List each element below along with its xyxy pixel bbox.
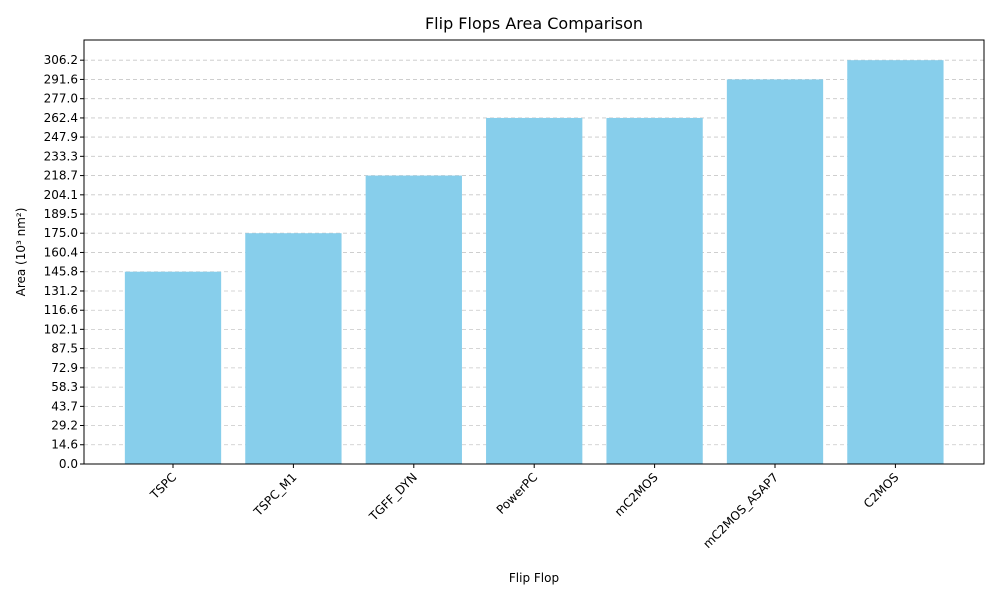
bar-c2mos bbox=[847, 60, 944, 464]
y-tick-label: 116.6 bbox=[44, 303, 78, 317]
y-axis-ticks: 0.0 14.6 29.2 43.7 58.3 72.9 87.5 102.1 116.6 131… bbox=[44, 53, 84, 471]
bar-tgff-dyn bbox=[365, 175, 462, 464]
x-tick-label: mC2MOS_ASAP7 bbox=[700, 470, 781, 551]
bar-mc2mos bbox=[606, 117, 703, 465]
chart-title: Flip Flops Area Comparison bbox=[425, 14, 643, 33]
y-tick-label: 87.5 bbox=[51, 342, 78, 356]
x-tick-label: TSPC bbox=[147, 470, 179, 502]
y-tick-label: 189.5 bbox=[44, 207, 78, 221]
y-tick-label: 29.2 bbox=[51, 418, 78, 432]
y-tick-label: 291.6 bbox=[44, 72, 78, 86]
y-tick-label: 247.9 bbox=[44, 130, 78, 144]
y-tick-label: 218.7 bbox=[44, 169, 78, 183]
y-tick-label: 102.1 bbox=[44, 322, 78, 336]
x-axis-title: Flip Flop bbox=[509, 571, 559, 585]
y-tick-label: 204.1 bbox=[44, 188, 78, 202]
y-tick-label: 131.2 bbox=[44, 284, 78, 298]
bar-mc2mos-asap7 bbox=[726, 79, 824, 464]
y-tick-label: 160.4 bbox=[44, 245, 78, 259]
y-tick-label: 43.7 bbox=[51, 399, 78, 413]
x-tick-label: TSPC_M1 bbox=[250, 470, 299, 519]
x-tick-label: TGFF_DYN bbox=[366, 470, 420, 524]
y-tick-label: 0.0 bbox=[59, 457, 78, 471]
x-tick-label: mC2MOS bbox=[612, 470, 661, 519]
x-axis-ticks: TSPC TSPC_M1 TGFF_DYN PowerPC mC2MOS mC2MOS_A… bbox=[147, 464, 902, 551]
bar-tspc bbox=[124, 271, 222, 464]
bar-powerpc bbox=[486, 117, 583, 465]
y-tick-label: 72.9 bbox=[51, 361, 78, 375]
y-tick-label: 145.8 bbox=[44, 265, 78, 279]
y-tick-label: 262.4 bbox=[44, 111, 78, 125]
y-tick-label: 306.2 bbox=[44, 53, 78, 67]
x-tick-label: PowerPC bbox=[494, 470, 541, 517]
y-tick-label: 277.0 bbox=[44, 92, 78, 106]
y-tick-label: 14.6 bbox=[51, 438, 78, 452]
y-tick-label: 175.0 bbox=[44, 226, 78, 240]
bars bbox=[124, 60, 944, 465]
y-tick-label: 58.3 bbox=[51, 380, 78, 394]
bar-tspc-m1 bbox=[245, 233, 342, 464]
x-tick-label: C2MOS bbox=[861, 470, 902, 511]
y-axis-title: Area (10³ nm²) bbox=[14, 208, 28, 297]
y-tick-label: 233.3 bbox=[44, 149, 78, 163]
